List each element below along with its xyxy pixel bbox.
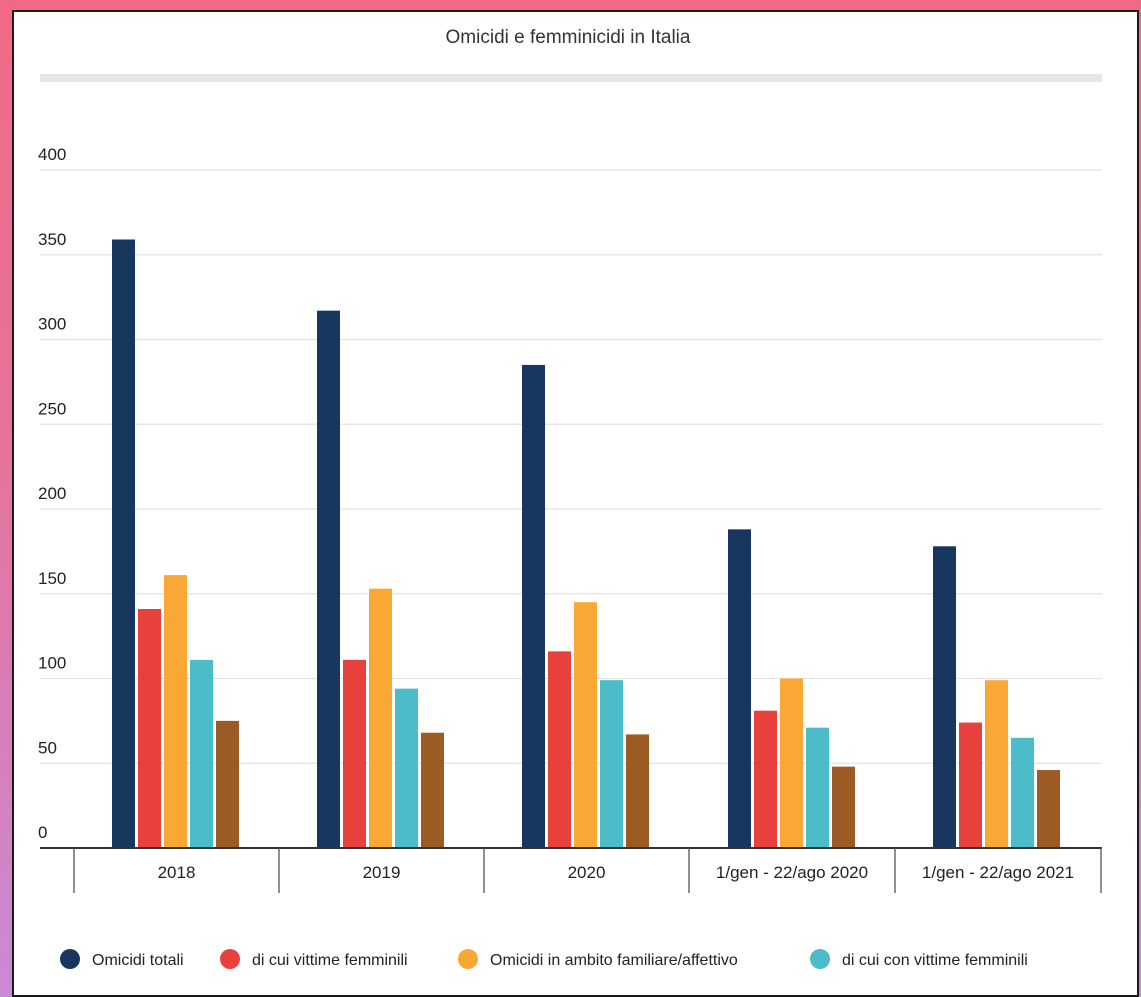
bar bbox=[317, 310, 340, 848]
bar bbox=[343, 659, 366, 848]
legend-marker bbox=[220, 949, 240, 969]
bar bbox=[600, 680, 623, 848]
bar bbox=[522, 364, 545, 848]
y-tick-label: 250 bbox=[38, 399, 66, 418]
x-tick-label: 2020 bbox=[568, 863, 606, 882]
bar bbox=[754, 710, 777, 848]
bar bbox=[216, 720, 239, 848]
y-tick-label: 400 bbox=[38, 145, 66, 164]
bars bbox=[112, 239, 1060, 848]
legend-marker bbox=[458, 949, 478, 969]
y-tick-label: 0 bbox=[38, 823, 47, 842]
x-tick-label: 2018 bbox=[158, 863, 196, 882]
legend-label: Omicidi totali bbox=[92, 952, 184, 969]
bar bbox=[626, 734, 649, 848]
bar bbox=[985, 680, 1008, 848]
bar bbox=[933, 546, 956, 848]
bar bbox=[806, 727, 829, 848]
bar bbox=[112, 239, 135, 848]
bar bbox=[138, 609, 161, 848]
y-tick-label: 50 bbox=[38, 738, 57, 757]
y-tick-label: 300 bbox=[38, 315, 66, 334]
legend-marker bbox=[810, 949, 830, 969]
y-tick-label: 200 bbox=[38, 484, 66, 503]
bar bbox=[164, 575, 187, 848]
x-tick-label: 1/gen - 22/ago 2021 bbox=[922, 863, 1074, 882]
bar bbox=[574, 602, 597, 848]
x-tick-label: 2019 bbox=[363, 863, 401, 882]
bar bbox=[548, 651, 571, 848]
bar bbox=[190, 659, 213, 848]
x-tick-label: 1/gen - 22/ago 2020 bbox=[716, 863, 868, 882]
y-tick-label: 350 bbox=[38, 230, 66, 249]
legend: Omicidi totali di cui vittime femminili Om… bbox=[60, 949, 1028, 969]
bar bbox=[832, 766, 855, 848]
bar bbox=[780, 678, 803, 848]
bar bbox=[369, 588, 392, 848]
bar bbox=[1037, 770, 1060, 848]
bar bbox=[395, 688, 418, 848]
legend-label: di cui con vittime femminili bbox=[842, 952, 1028, 969]
bar bbox=[421, 732, 444, 848]
title-divider bbox=[40, 74, 1102, 82]
bar bbox=[1011, 737, 1034, 848]
bar bbox=[728, 529, 751, 848]
chart-title: Omicidi e femminicidi in Italia bbox=[446, 27, 691, 48]
legend-label: Omicidi in ambito familiare/affettivo bbox=[490, 952, 738, 969]
y-tick-label: 150 bbox=[38, 569, 66, 588]
bar bbox=[959, 722, 982, 848]
legend-marker bbox=[60, 949, 80, 969]
y-tick-label: 100 bbox=[38, 654, 66, 673]
x-axis: 2018 2019 2020 1/gen - 22/ago 2020 1/gen - 2… bbox=[40, 847, 1102, 893]
legend-label: di cui vittime femminili bbox=[252, 952, 408, 969]
